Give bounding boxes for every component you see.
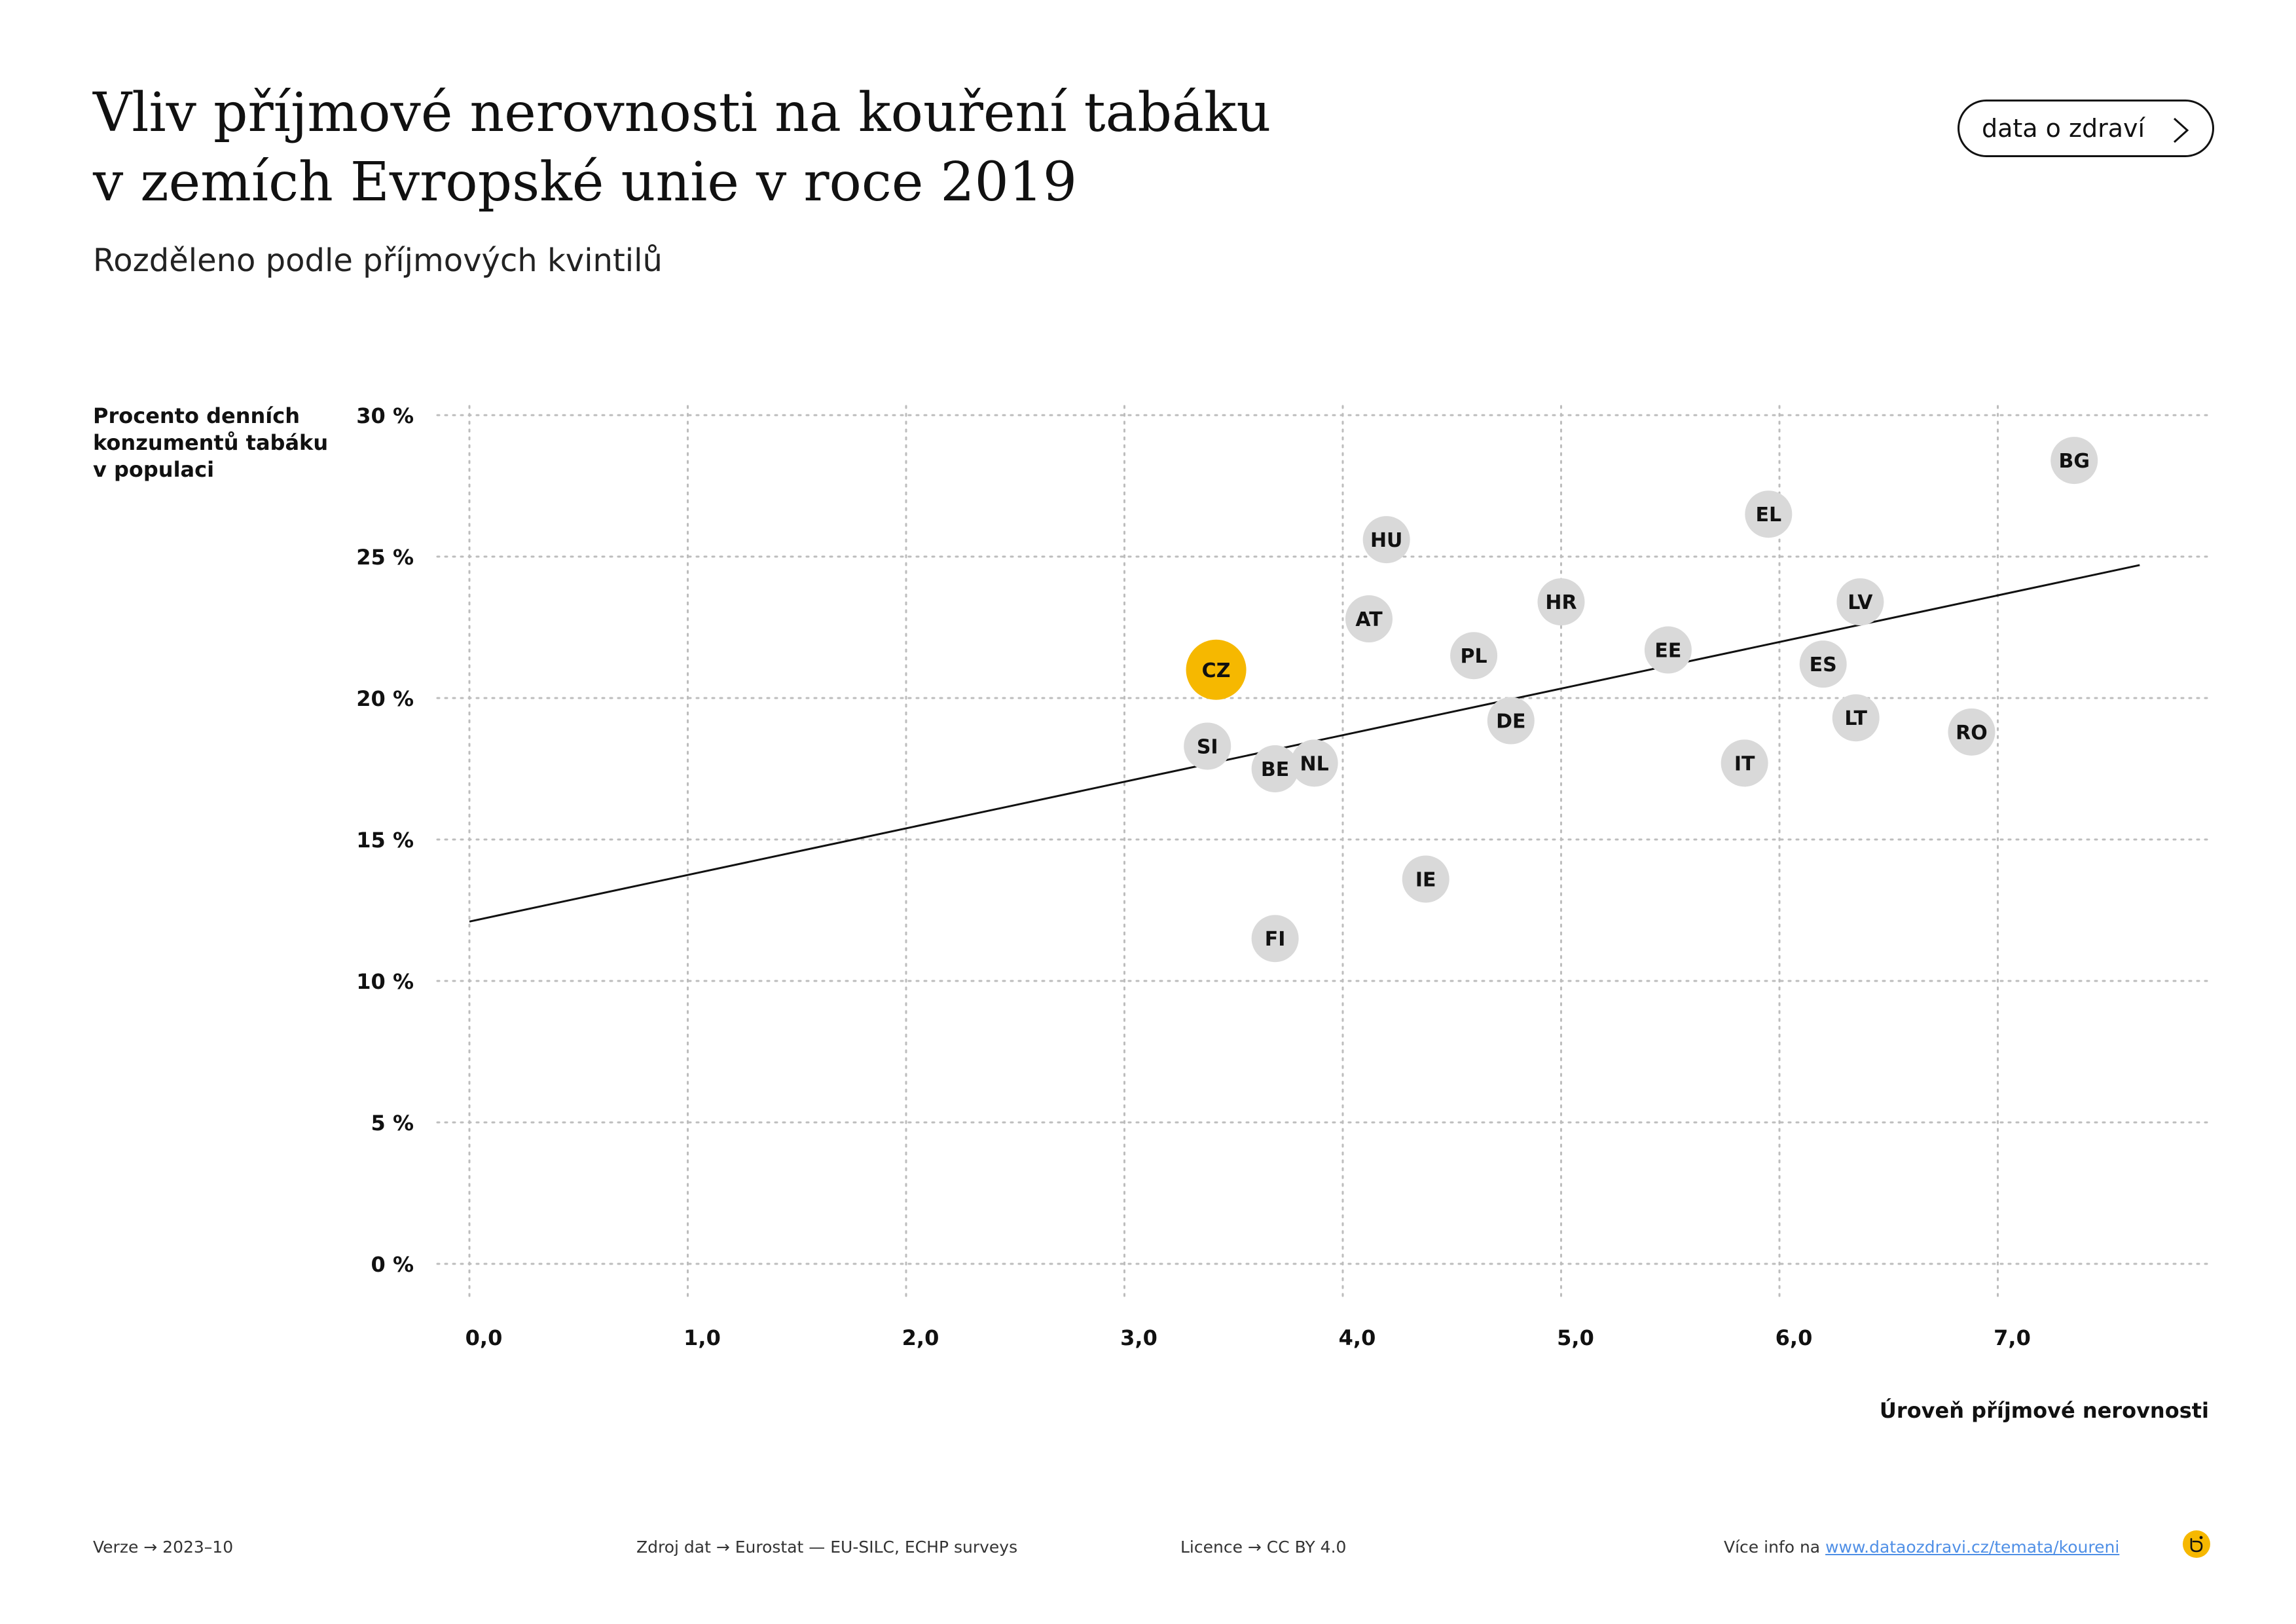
data-point-fi: FI — [1251, 915, 1299, 963]
y-tick-label: 0 % — [371, 1252, 414, 1277]
data-point-label: DE — [1496, 710, 1525, 733]
y-axis-label-line-1: Procento denních — [93, 403, 300, 428]
y-tick-label: 15 % — [356, 828, 414, 853]
x-tick-label: 0,0 — [465, 1325, 503, 1350]
footer-version: Verze → 2023–10 — [93, 1538, 234, 1557]
data-point-label: EE — [1654, 640, 1681, 663]
data-point-marker — [2050, 437, 2098, 485]
y-axis-ticks: 0 % 5 % 10 % 15 % 20 % 25 % 30 % — [356, 403, 414, 1277]
data-point-label: HU — [1370, 529, 1402, 552]
x-tick-label: 3,0 — [1120, 1325, 1157, 1350]
data-point-marker — [1948, 708, 1995, 756]
data-point-marker — [1450, 632, 1498, 680]
data-point-marker — [1832, 694, 1880, 742]
x-tick-label: 5,0 — [1557, 1325, 1594, 1350]
data-point-label: LT — [1844, 707, 1867, 730]
data-point-ee: EE — [1644, 626, 1692, 674]
data-point-marker — [1745, 490, 1793, 538]
y-axis-label-line-2: konzumentů tabáku — [93, 430, 329, 455]
data-point-label: ES — [1810, 654, 1837, 676]
data-point-marker — [1362, 516, 1410, 564]
data-point-it: IT — [1721, 739, 1768, 787]
footer-source: Zdroj dat → Eurostat — EU-SILC, ECHP sur… — [636, 1538, 1018, 1557]
x-axis-ticks: 0,0 1,0 2,0 3,0 4,0 5,0 6,0 7,0 — [465, 1325, 2031, 1350]
data-point-label: AT — [1355, 608, 1383, 631]
data-point-marker — [1644, 626, 1692, 674]
y-tick-label: 5 % — [371, 1111, 414, 1135]
data-point-marker — [1345, 595, 1393, 643]
chart-title-line-2: v zemích Evropské unie v roce 2019 — [93, 151, 1078, 213]
x-axis-label: Úroveň příjmové nerovnosti — [1879, 1398, 2209, 1423]
data-point-label: BG — [2058, 450, 2090, 473]
data-o-zdravi-button[interactable]: data o zdraví — [1958, 100, 2214, 157]
data-point-ro: RO — [1948, 708, 1995, 756]
data-points: BG EL HU LV HR AT EE PL ES CZ LT DE RO SI NL IT BE IE FI — [1184, 437, 2098, 963]
data-o-zdravi-button-label: data o zdraví — [1982, 114, 2145, 143]
data-point-marker — [1184, 722, 1231, 770]
x-tick-label: 1,0 — [683, 1325, 721, 1350]
data-point-marker — [1290, 739, 1338, 787]
data-point-es: ES — [1799, 640, 1847, 688]
data-point-ie: IE — [1402, 855, 1449, 903]
data-point-marker — [1251, 915, 1299, 963]
data-point-label: IT — [1734, 752, 1755, 775]
data-point-label: RO — [1956, 722, 1988, 745]
data-point-label: BE — [1261, 758, 1289, 781]
data-point-label: FI — [1265, 928, 1286, 951]
y-axis-label-line-3: v populaci — [93, 457, 215, 482]
x-tick-label: 7,0 — [1994, 1325, 2031, 1350]
y-tick-label: 30 % — [356, 403, 414, 428]
data-point-si: SI — [1184, 722, 1231, 770]
data-point-marker — [1251, 745, 1299, 792]
data-point-label: IE — [1415, 868, 1436, 891]
footer-license: Licence → CC BY 4.0 — [1180, 1538, 1347, 1557]
chart-subtitle: Rozděleno podle příjmových kvintilů — [93, 242, 663, 279]
data-point-label: CZ — [1202, 659, 1231, 682]
data-point-marker — [1402, 855, 1449, 903]
data-point-nl: NL — [1290, 739, 1338, 787]
data-point-marker — [1721, 739, 1768, 787]
data-point-be: BE — [1251, 745, 1299, 792]
data-point-de: DE — [1487, 697, 1535, 745]
data-point-label: SI — [1197, 735, 1218, 758]
x-tick-label: 4,0 — [1339, 1325, 1376, 1350]
data-point-hr: HR — [1537, 578, 1585, 626]
data-point-label: NL — [1300, 752, 1329, 775]
footer-more-info-prefix: Více info na — [1724, 1538, 1826, 1557]
data-point-marker — [1487, 697, 1535, 745]
data-point-marker — [1537, 578, 1585, 626]
x-tick-label: 6,0 — [1776, 1325, 1813, 1350]
data-point-cz: CZ — [1186, 639, 1247, 700]
footer-more-info-link[interactable]: www.dataozdravi.cz/temata/koureni — [1825, 1538, 2120, 1557]
y-tick-label: 25 % — [356, 545, 414, 570]
data-point-marker — [1799, 640, 1847, 688]
data-point-pl: PL — [1450, 632, 1498, 680]
chart-title-line-1: Vliv příjmové nerovnosti na kouření tabá… — [93, 82, 1271, 144]
y-tick-label: 20 % — [356, 686, 414, 711]
data-point-label: EL — [1756, 504, 1782, 526]
data-point-label: HR — [1545, 591, 1576, 614]
grid — [436, 405, 2214, 1301]
data-point-lv: LV — [1836, 578, 1884, 626]
chevron-right-icon — [2173, 117, 2189, 143]
dataozdravi-logo-icon — [2183, 1530, 2210, 1558]
chart-title: Vliv příjmové nerovnosti na kouření tabá… — [93, 79, 1271, 217]
data-point-marker — [1186, 639, 1247, 700]
y-tick-label: 10 % — [356, 969, 414, 994]
data-point-marker — [1836, 578, 1884, 626]
data-point-label: LV — [1848, 591, 1873, 614]
y-axis-label: Procento denních konzumentů tabáku v pop… — [93, 403, 329, 483]
x-tick-label: 2,0 — [902, 1325, 939, 1350]
data-point-at: AT — [1345, 595, 1393, 643]
data-point-el: EL — [1745, 490, 1793, 538]
data-point-bg: BG — [2050, 437, 2098, 485]
footer-more-info: Více info na www.dataozdravi.cz/temata/k… — [1724, 1538, 2119, 1557]
data-point-lt: LT — [1832, 694, 1880, 742]
data-point-label: PL — [1461, 645, 1487, 668]
data-point-hu: HU — [1362, 516, 1410, 564]
